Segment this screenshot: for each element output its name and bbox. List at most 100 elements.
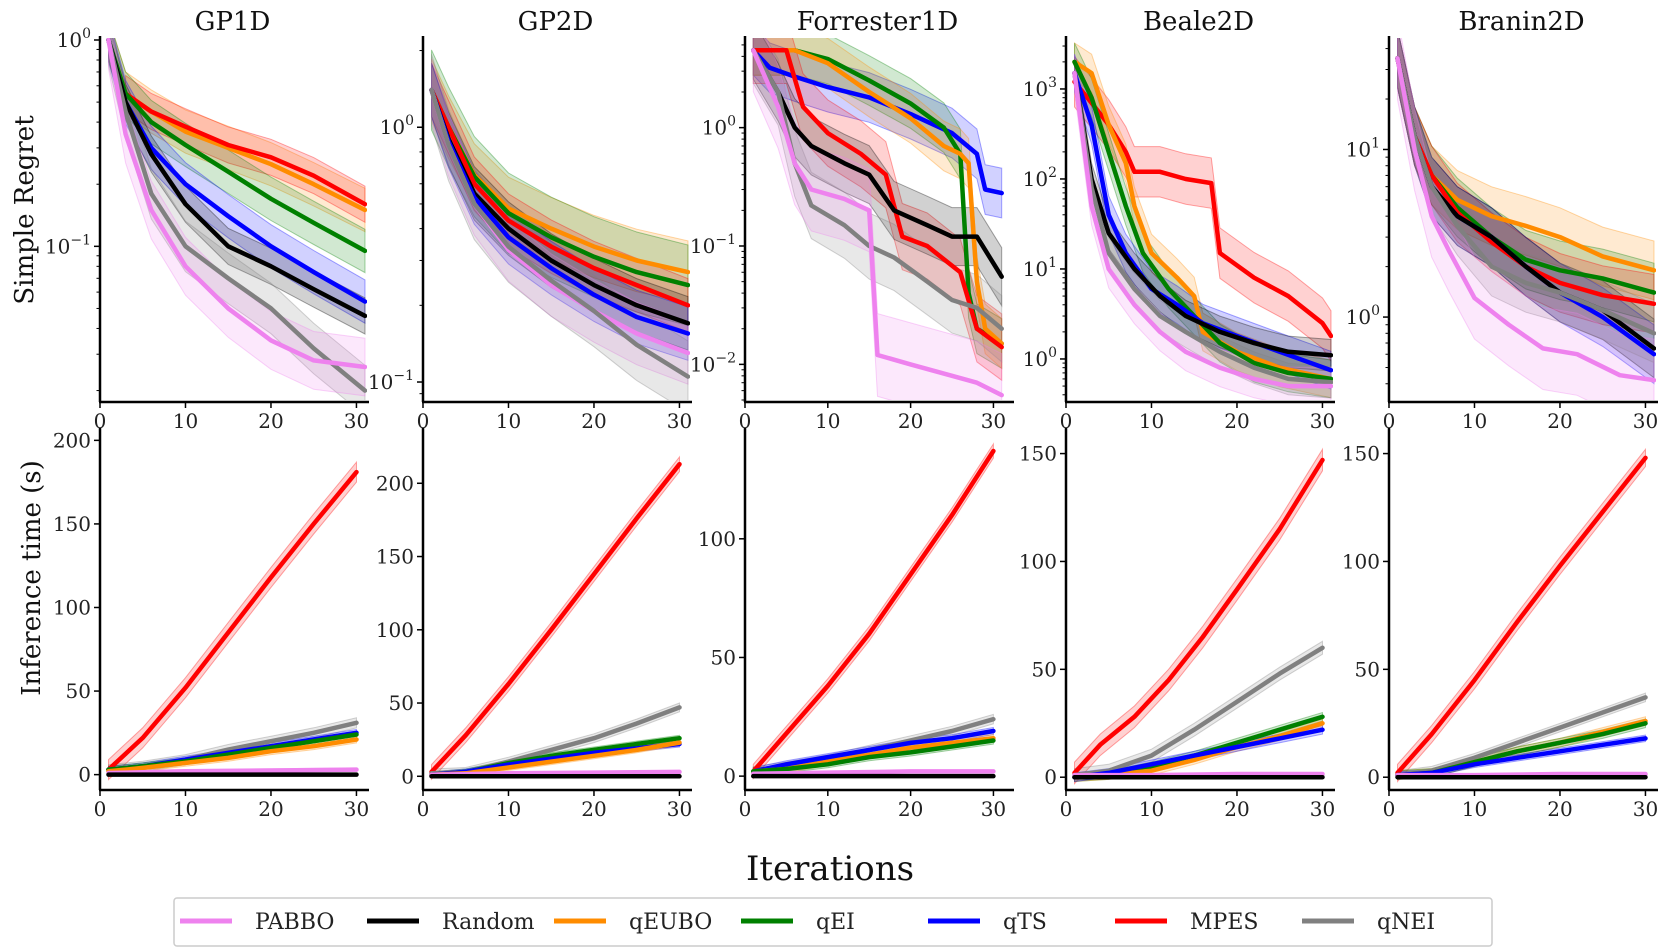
line-pabbo-branin2d-regret bbox=[1395, 56, 1656, 383]
x-tick-label-gp1d-time: 10 bbox=[173, 797, 198, 821]
legend-label-mpes: MPES bbox=[1190, 910, 1258, 935]
x-tick-label-gp2d-time: 10 bbox=[496, 797, 521, 821]
panel-gp2d-time: 0 10 20 30 0 50 100 150 200 bbox=[376, 428, 692, 821]
panel-branin2d-regret: Branin2D 0 10 20 30 100 101 bbox=[1346, 7, 1659, 433]
line-mpes-branin2d-time bbox=[1395, 455, 1648, 776]
x-tick-label-forrester1d-regret: 30 bbox=[981, 409, 1006, 433]
line-random-beale2d-regret bbox=[1072, 70, 1333, 358]
line-mpes-gp1d-regret bbox=[123, 91, 367, 207]
x-tick-label-beale2d-time: 30 bbox=[1310, 797, 1335, 821]
legend-item-qei: qEI bbox=[741, 910, 855, 935]
y-tick-label-beale2d-time: 150 bbox=[1019, 442, 1057, 466]
legend-label-qts: qTS bbox=[1003, 910, 1047, 935]
panel-title-beale2d: Beale2D bbox=[1143, 7, 1254, 37]
plot-area-branin2d-regret bbox=[1395, 38, 1656, 400]
x-tick-label-branin2d-regret: 20 bbox=[1547, 409, 1572, 433]
line-random-gp1d-regret bbox=[106, 38, 367, 319]
panel-forrester1d-time: 0 10 20 30 0 50 100 bbox=[698, 428, 1014, 821]
x-tick-label-gp1d-regret: 20 bbox=[258, 409, 283, 433]
band-qeubo-gp1d-regret bbox=[108, 38, 366, 233]
line-qei-beale2d-regret bbox=[1072, 59, 1333, 382]
band-mpes-gp1d-time bbox=[108, 460, 357, 781]
line-pabbo-gp1d-regret bbox=[106, 38, 367, 370]
x-tick-label-gp2d-regret: 0 bbox=[417, 409, 430, 433]
y-tick-label-branin2d-regret: 101 bbox=[1346, 135, 1380, 161]
x-tick-label-branin2d-regret: 0 bbox=[1383, 409, 1396, 433]
y-tick-label-beale2d-regret: 103 bbox=[1023, 75, 1057, 101]
y-tick-label-gp1d-time: 200 bbox=[53, 428, 91, 452]
x-tick-label-gp2d-time: 20 bbox=[581, 797, 606, 821]
x-tick-label-forrester1d-time: 30 bbox=[981, 797, 1006, 821]
x-tick-label-beale2d-time: 20 bbox=[1224, 797, 1249, 821]
y-tick-label-branin2d-time: 100 bbox=[1342, 549, 1380, 573]
x-tick-label-branin2d-time: 30 bbox=[1633, 797, 1658, 821]
plot-area-gp2d-regret bbox=[429, 49, 690, 400]
line-mpes-forrester1d-regret bbox=[751, 48, 1004, 350]
x-tick-label-beale2d-time: 0 bbox=[1060, 797, 1073, 821]
x-tick-label-branin2d-regret: 30 bbox=[1633, 409, 1658, 433]
y-tick-label-beale2d-time: 50 bbox=[1032, 657, 1057, 681]
plot-area-branin2d-time bbox=[1395, 447, 1648, 783]
legend-item-pabbo: PABBO bbox=[180, 910, 334, 935]
plot-area-forrester1d-time bbox=[751, 442, 996, 780]
x-tick-label-branin2d-regret: 10 bbox=[1462, 409, 1487, 433]
line-qts-forrester1d-time bbox=[751, 728, 996, 774]
x-tick-label-branin2d-time: 20 bbox=[1547, 797, 1572, 821]
y-tick-label-gp2d-time: 50 bbox=[389, 691, 414, 715]
y-tick-label-forrester1d-time: 100 bbox=[698, 527, 736, 551]
plot-area-beale2d-regret bbox=[1072, 42, 1333, 400]
panel-gp1d-time: 0 10 20 30 0 50 100 150 200 bbox=[53, 428, 369, 821]
band-qnei-forrester1d-regret bbox=[752, 38, 1003, 363]
line-qnei-gp2d-regret bbox=[429, 87, 690, 379]
panel-title-forrester1d: Forrester1D bbox=[797, 7, 959, 37]
legend-items: PABBO Random qEUBO qEI qTS MPES qNEI bbox=[180, 910, 1435, 935]
y-tick-label-gp1d-regret: 100 bbox=[57, 26, 91, 52]
legend-label-qeubo: qEUBO bbox=[629, 910, 712, 935]
line-qnei-gp1d-regret bbox=[106, 38, 367, 393]
x-tick-label-forrester1d-regret: 20 bbox=[898, 409, 923, 433]
y-tick-label-beale2d-regret: 102 bbox=[1023, 165, 1057, 191]
line-pabbo-gp1d-time bbox=[106, 767, 359, 776]
line-pabbo-beale2d-regret bbox=[1072, 70, 1333, 389]
panel-gp2d-regret: GP2D 0 10 20 30 10−1 100 bbox=[368, 7, 692, 433]
line-pabbo-forrester1d-regret bbox=[751, 48, 1004, 398]
panel-beale2d-regret: Beale2D 0 10 20 30 100 101 102 103 bbox=[1023, 7, 1336, 433]
x-tick-label-forrester1d-time: 20 bbox=[898, 797, 923, 821]
y-tick-label-forrester1d-time: 0 bbox=[723, 764, 736, 788]
legend: PABBO Random qEUBO qEI qTS MPES qNEI bbox=[173, 897, 1493, 947]
x-tick-label-forrester1d-time: 10 bbox=[815, 797, 840, 821]
y-tick-label-beale2d-regret: 101 bbox=[1023, 255, 1057, 281]
x-tick-label-gp2d-time: 30 bbox=[667, 797, 692, 821]
y-tick-label-forrester1d-regret: 10−1 bbox=[690, 232, 736, 258]
line-pabbo-branin2d-time bbox=[1395, 771, 1648, 778]
y-tick-label-branin2d-time: 150 bbox=[1342, 442, 1380, 466]
line-mpes-forrester1d-time bbox=[751, 448, 996, 774]
y-tick-label-beale2d-time: 0 bbox=[1044, 765, 1057, 789]
line-qnei-branin2d-regret bbox=[1395, 56, 1656, 336]
y-tick-label-gp1d-regret: 10−1 bbox=[45, 232, 91, 258]
band-mpes-beale2d-time bbox=[1074, 447, 1323, 785]
y-tick-label-forrester1d-regret: 10−2 bbox=[690, 350, 736, 376]
y-tick-label-gp2d-time: 200 bbox=[376, 471, 414, 495]
x-tick-label-beale2d-regret: 30 bbox=[1310, 409, 1335, 433]
band-qts-gp1d-regret bbox=[108, 38, 366, 325]
x-tick-label-forrester1d-regret: 10 bbox=[815, 409, 840, 433]
x-tick-label-gp2d-regret: 30 bbox=[667, 409, 692, 433]
plot-area-beale2d-time bbox=[1072, 447, 1325, 785]
y-tick-label-gp2d-time: 100 bbox=[376, 618, 414, 642]
y-tick-label-gp2d-regret: 10−1 bbox=[368, 368, 414, 394]
x-tick-label-gp1d-regret: 10 bbox=[173, 409, 198, 433]
band-pabbo-gp1d-regret bbox=[108, 38, 366, 397]
x-tick-label-branin2d-time: 10 bbox=[1462, 797, 1487, 821]
legend-item-qnei: qNEI bbox=[1302, 910, 1435, 935]
line-pabbo-forrester1d-time bbox=[751, 769, 996, 777]
line-pabbo-beale2d-time bbox=[1072, 771, 1325, 778]
y-tick-label-gp2d-regret: 100 bbox=[380, 113, 414, 139]
x-tick-label-beale2d-regret: 20 bbox=[1224, 409, 1249, 433]
y-tick-label-gp1d-time: 50 bbox=[66, 679, 91, 703]
x-tick-label-beale2d-regret: 10 bbox=[1139, 409, 1164, 433]
line-mpes-beale2d-time bbox=[1072, 457, 1325, 776]
line-qeubo-gp1d-time bbox=[106, 737, 359, 774]
y-tick-label-beale2d-regret: 100 bbox=[1023, 345, 1057, 371]
panel-title-gp2d: GP2D bbox=[518, 7, 594, 37]
